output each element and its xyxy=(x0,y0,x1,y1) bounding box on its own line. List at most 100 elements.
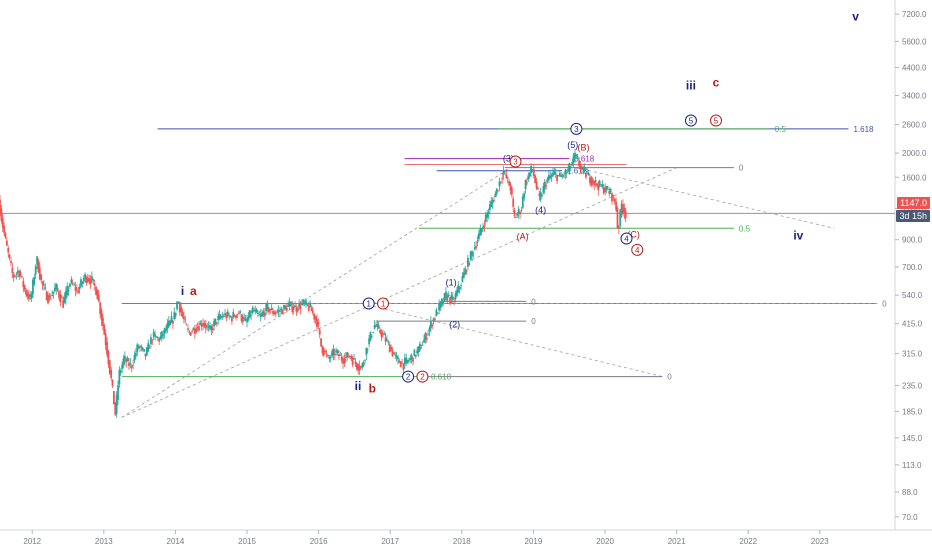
candle-body xyxy=(244,318,247,321)
candle-body xyxy=(58,291,60,298)
candle-body xyxy=(508,181,510,186)
candle-body xyxy=(585,172,587,178)
candle-body xyxy=(539,192,542,200)
x-tick-label: 2018 xyxy=(453,537,471,546)
candle-body xyxy=(198,326,200,331)
wave-label: (3) xyxy=(503,154,514,164)
y-tick-label: 900.0 xyxy=(902,236,923,245)
candle-body xyxy=(60,297,63,299)
candle-body xyxy=(96,289,99,300)
candle-body xyxy=(81,281,84,284)
fib-level-label: 0 xyxy=(739,164,744,173)
candle-body xyxy=(420,347,423,349)
wave-label: (4) xyxy=(535,205,546,215)
candle-body xyxy=(167,320,170,327)
y-tick-label: 145.0 xyxy=(902,434,923,443)
candle-body xyxy=(66,286,69,296)
candle-body xyxy=(261,312,263,317)
wave-circle xyxy=(377,297,390,310)
candle-body xyxy=(224,313,226,316)
candle-body xyxy=(325,353,328,355)
wave-circle xyxy=(362,297,375,310)
candle-body xyxy=(86,277,89,282)
candle-body xyxy=(408,360,410,362)
candle-body xyxy=(340,356,343,361)
candle-body xyxy=(85,276,88,283)
wave-circle xyxy=(620,232,633,245)
candle-body xyxy=(189,332,192,336)
trend-line xyxy=(576,167,835,229)
wave-circle xyxy=(416,370,429,383)
wave-label: iv xyxy=(793,229,803,243)
candle-body xyxy=(501,178,504,180)
candle-body xyxy=(100,310,103,321)
fib-level-label: 1.618 xyxy=(853,125,874,134)
candle-body xyxy=(255,309,258,313)
candle-body xyxy=(93,283,96,286)
y-tick-label: 2000.0 xyxy=(902,149,927,158)
candle-body xyxy=(53,287,56,292)
candle-body xyxy=(471,251,473,257)
candle-body xyxy=(252,310,255,312)
candle-body xyxy=(447,294,450,297)
candle-body xyxy=(467,258,469,267)
candle-body xyxy=(517,208,520,214)
candle-body xyxy=(110,369,113,379)
trend-line xyxy=(121,164,516,418)
candle-body xyxy=(359,366,362,368)
candle-body xyxy=(398,360,401,363)
candle-body xyxy=(424,333,427,341)
wave-label: i xyxy=(181,284,184,298)
candle-body xyxy=(151,340,154,342)
y-tick-label: 2600.0 xyxy=(902,121,927,130)
candle-body xyxy=(493,200,495,202)
candle-body xyxy=(211,328,214,330)
candle-body xyxy=(188,332,191,333)
candle-body xyxy=(291,306,294,312)
candle-body xyxy=(73,284,75,286)
candle-body xyxy=(402,363,405,370)
candle-body xyxy=(392,352,395,355)
candle-body xyxy=(64,290,67,300)
candle-body xyxy=(273,311,276,315)
candle-body xyxy=(473,246,476,250)
candle-body xyxy=(561,174,564,177)
candle-body xyxy=(125,359,128,363)
candle-body xyxy=(380,331,383,337)
candle-body xyxy=(310,308,313,312)
candle-body xyxy=(563,175,565,177)
fib-level-label: 0 xyxy=(667,373,672,382)
candle-body xyxy=(95,286,97,295)
candle-body xyxy=(377,325,380,329)
candle-body xyxy=(572,155,575,163)
candle-body xyxy=(220,316,222,319)
candle-body xyxy=(597,184,600,191)
candle-body xyxy=(436,313,439,315)
candle-body xyxy=(338,354,340,357)
candle-body xyxy=(239,311,242,313)
candle-body xyxy=(92,278,95,281)
candle-body xyxy=(565,172,568,174)
candle-body xyxy=(513,210,516,216)
candle-body xyxy=(108,360,111,374)
x-tick-label: 2023 xyxy=(811,537,829,546)
candle-body xyxy=(480,228,483,233)
y-tick-label: 88.0 xyxy=(902,488,918,497)
candle-body xyxy=(554,172,557,175)
candle-body xyxy=(516,213,519,216)
candle-body xyxy=(270,307,273,310)
candle-body xyxy=(362,362,365,366)
wave-label: (B) xyxy=(578,142,590,152)
candle-body xyxy=(453,300,456,302)
candle-body xyxy=(530,165,532,174)
y-tick-label: 315.0 xyxy=(902,350,923,359)
candle-body xyxy=(354,361,357,364)
candle-body xyxy=(571,162,574,166)
candle-body xyxy=(458,286,461,289)
candle-body xyxy=(350,355,353,360)
candle-body xyxy=(574,152,576,160)
candle-body xyxy=(427,333,430,335)
candle-body xyxy=(165,329,167,332)
